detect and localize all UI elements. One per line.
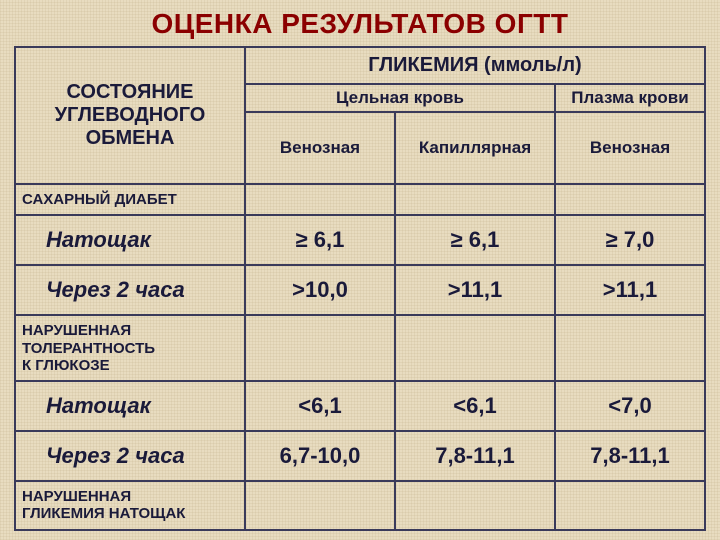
empty-cell <box>555 315 705 381</box>
empty-cell <box>245 481 395 530</box>
header-state: СОСТОЯНИЕ УГЛЕВОДНОГО ОБМЕНА <box>15 47 245 184</box>
value-cell: <7,0 <box>555 381 705 431</box>
section-label-ifg: НАРУШЕННАЯ ГЛИКЕМИЯ НАТОЩАК <box>15 481 245 530</box>
header-plasma: Плазма крови <box>555 84 705 112</box>
section-ifg: НАРУШЕННАЯ ГЛИКЕМИЯ НАТОЩАК <box>15 481 705 530</box>
value-cell: >10,0 <box>245 265 395 315</box>
empty-cell <box>555 481 705 530</box>
value-cell: 7,8-11,1 <box>555 431 705 481</box>
section-label-diabetes: САХАРНЫЙ ДИАБЕТ <box>15 184 245 215</box>
value-cell: >11,1 <box>395 265 555 315</box>
table-row: Через 2 часа 6,7-10,0 7,8-11,1 7,8-11,1 <box>15 431 705 481</box>
row-label-fasting: Натощак <box>15 381 245 431</box>
value-cell: <6,1 <box>245 381 395 431</box>
header-capillary: Капиллярная <box>395 112 555 184</box>
section-diabetes: САХАРНЫЙ ДИАБЕТ <box>15 184 705 215</box>
header-row-1: СОСТОЯНИЕ УГЛЕВОДНОГО ОБМЕНА ГЛИКЕМИЯ (м… <box>15 47 705 84</box>
table-row: Натощак <6,1 <6,1 <7,0 <box>15 381 705 431</box>
value-cell: 6,7-10,0 <box>245 431 395 481</box>
empty-cell <box>555 184 705 215</box>
value-cell: >11,1 <box>555 265 705 315</box>
value-cell: ≥ 6,1 <box>395 215 555 265</box>
value-cell: ≥ 6,1 <box>245 215 395 265</box>
value-cell: ≥ 7,0 <box>555 215 705 265</box>
section-igt: НАРУШЕННАЯ ТОЛЕРАНТНОСТЬ К ГЛЮКОЗЕ <box>15 315 705 381</box>
row-label-2h: Через 2 часа <box>15 431 245 481</box>
section-label-igt: НАРУШЕННАЯ ТОЛЕРАНТНОСТЬ К ГЛЮКОЗЕ <box>15 315 245 381</box>
header-venous: Венозная <box>245 112 395 184</box>
value-cell: 7,8-11,1 <box>395 431 555 481</box>
page-title: ОЦЕНКА РЕЗУЛЬТАТОВ ОГТТ <box>0 0 720 46</box>
header-whole-blood: Цельная кровь <box>245 84 555 112</box>
row-label-fasting: Натощак <box>15 215 245 265</box>
header-venous2: Венозная <box>555 112 705 184</box>
header-glycemia: ГЛИКЕМИЯ (ммоль/л) <box>245 47 705 84</box>
empty-cell <box>395 315 555 381</box>
value-cell: <6,1 <box>395 381 555 431</box>
row-label-2h: Через 2 часа <box>15 265 245 315</box>
empty-cell <box>395 481 555 530</box>
empty-cell <box>395 184 555 215</box>
table-row: Через 2 часа >10,0 >11,1 >11,1 <box>15 265 705 315</box>
empty-cell <box>245 184 395 215</box>
ogtt-table: СОСТОЯНИЕ УГЛЕВОДНОГО ОБМЕНА ГЛИКЕМИЯ (м… <box>14 46 706 531</box>
table-row: Натощак ≥ 6,1 ≥ 6,1 ≥ 7,0 <box>15 215 705 265</box>
empty-cell <box>245 315 395 381</box>
